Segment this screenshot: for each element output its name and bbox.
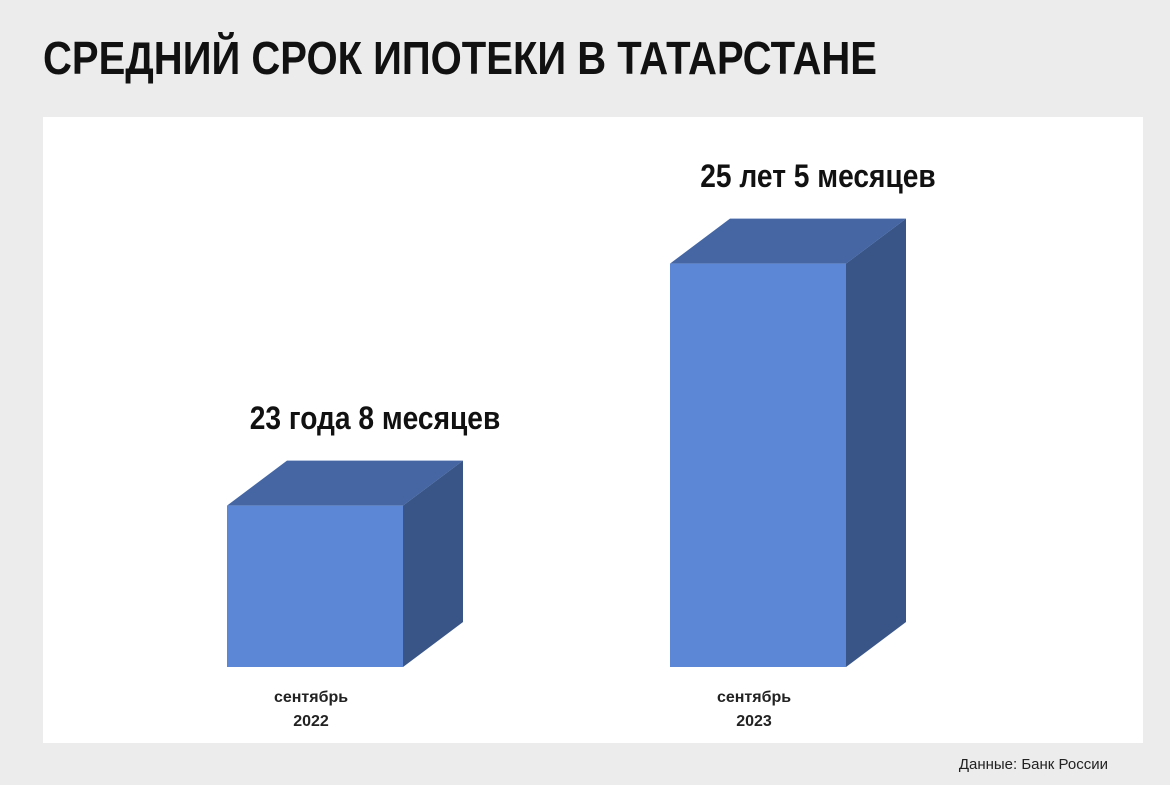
source-note: Данные: Банк России: [958, 756, 1108, 773]
bar: [670, 263, 846, 667]
bar-side-shade: [846, 218, 906, 667]
bar-top: [670, 218, 906, 264]
chart-panel: [43, 117, 1143, 743]
x-tick-label: сентябрь 2022: [273, 689, 349, 730]
bar-side: [846, 218, 906, 667]
bar-top: [227, 460, 463, 506]
bar-top-shade: [227, 460, 463, 506]
bar-side-shade: [403, 460, 463, 667]
value-label: 25 лет 5 месяцев: [700, 159, 935, 194]
bar: [227, 505, 403, 667]
x-tick-label: сентябрь 2023: [716, 689, 792, 730]
chart-title: СРЕДНИЙ СРОК ИПОТЕКИ В ТАТАРСТАНЕ: [43, 32, 877, 84]
value-label: 23 года 8 месяцев: [250, 402, 501, 437]
bar-top-shade: [670, 218, 906, 264]
bar-side: [403, 460, 463, 667]
